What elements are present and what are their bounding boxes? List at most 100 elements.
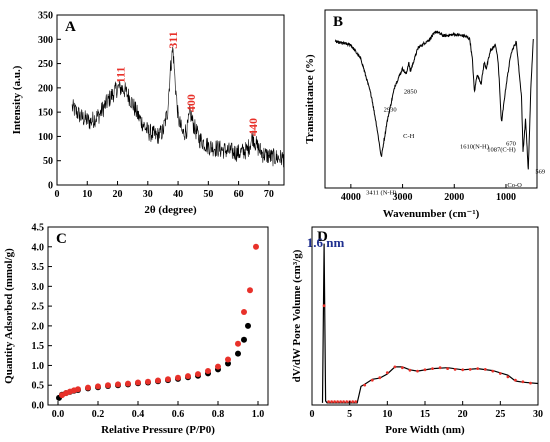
desorption-point [85, 384, 91, 391]
pore-distribution-point [342, 400, 345, 404]
pore-distribution-point [521, 380, 525, 384]
x-tick-label: 2000 [444, 192, 464, 203]
adsorption-point [245, 322, 251, 329]
x-tick-label: 0 [55, 189, 60, 200]
panel-b: 40003000200010000B3411 (N-H)29302850C-H1… [304, 14, 545, 220]
y-tick-label: 3.5 [32, 262, 45, 273]
pore-distribution-point [322, 304, 326, 308]
pore-distribution-point [333, 400, 336, 404]
x-tick-label: 10 [382, 409, 392, 420]
band-annotation: 1610(N-H) [460, 143, 489, 150]
pore-distribution-point [423, 368, 427, 372]
desorption-point [95, 383, 101, 390]
panel-a-axes [56, 14, 285, 186]
pore-distribution-point [345, 400, 349, 404]
y-tick-label: 1.5 [32, 341, 45, 352]
pore-distribution-point [339, 400, 342, 404]
pore-distribution-point [401, 366, 404, 370]
y-tick-label: 50 [43, 156, 53, 167]
desorption-point [145, 378, 151, 385]
desorption-point [105, 382, 111, 389]
x-axis-title: Wavenumber (cm⁻¹) [383, 208, 480, 220]
y-tick-label: 150 [38, 108, 53, 119]
panel-label-d: D [317, 229, 328, 245]
pore-distribution-point [378, 376, 382, 380]
panel-c-axes [47, 226, 269, 406]
pore-distribution-point [468, 368, 472, 371]
y-axis-title: Quantity Adsorbed (mmol/g) [3, 248, 15, 384]
y-tick-label: 2.5 [32, 302, 45, 313]
x-tick-label: 0.8 [212, 409, 225, 420]
desorption-point [165, 376, 171, 383]
band-annotation: 3411 (N-H) [366, 189, 396, 196]
band-annotation: 2850 [404, 89, 417, 96]
x-tick-label: 0.6 [172, 409, 185, 420]
x-tick-label: 4000 [341, 192, 361, 203]
x-tick-label: 3000 [393, 192, 413, 203]
y-tick-label: 3.0 [32, 282, 45, 293]
x-tick-label: 50 [203, 189, 213, 200]
y-tick-label: 250 [38, 59, 53, 70]
pore-distribution-point [491, 369, 495, 373]
desorption-point [241, 309, 247, 315]
desorption-point [175, 374, 181, 381]
band-annotation: 2930 [384, 106, 397, 113]
x-tick-label: 25 [495, 409, 505, 420]
pore-distribution-point [330, 400, 333, 404]
pore-distribution-point [506, 375, 510, 379]
x-tick-label: 40 [173, 189, 183, 200]
x-tick-label: 1.0 [252, 409, 265, 420]
panel-b-axes [324, 9, 538, 189]
pore-distribution-point [370, 378, 374, 382]
adsorption-point [235, 350, 241, 357]
desorption-point [247, 287, 253, 294]
panel-label-b: B [333, 14, 343, 30]
desorption-point [195, 371, 201, 378]
pore-distribution-point [438, 366, 442, 370]
x-tick-label: 30 [533, 409, 543, 420]
y-tick-label: 2.0 [32, 321, 45, 332]
desorption-point [75, 386, 81, 393]
xrd-line [71, 46, 285, 168]
desorption-point [253, 243, 259, 250]
x-tick-label: 20 [458, 409, 468, 420]
pore-distribution-point [453, 368, 457, 371]
pore-distribution-point [354, 400, 358, 404]
pore-distribution-point [336, 400, 339, 404]
pore-distribution-point [385, 371, 389, 375]
y-tick-label: 4.0 [32, 242, 45, 253]
pore-distribution-point [408, 368, 412, 372]
x-tick-label: 20 [113, 189, 123, 200]
band-annotation: C-H [403, 133, 415, 140]
y-axis-title: Intensity (a.u.) [11, 65, 23, 134]
pore-distribution-point [498, 372, 502, 375]
y-tick-label: 200 [38, 83, 53, 94]
desorption-point [215, 363, 221, 370]
desorption-point [205, 368, 211, 374]
peak-label: 400 [184, 94, 198, 112]
desorption-point [125, 380, 131, 387]
peak-label: 311 [166, 31, 180, 48]
pore-distribution-point [393, 365, 397, 369]
pore-distribution-point [461, 368, 465, 372]
pore-distribution-point [363, 383, 367, 387]
x-tick-label: 15 [420, 409, 430, 420]
x-tick-label: 0.2 [92, 409, 105, 420]
panel-a: 0 10 20 30 40 50 60 70 0 50 100 150 200 250 300 350 111 3… [11, 11, 285, 216]
y-axis-title: dV/dW Pore Volume (cm³/g) [291, 249, 303, 382]
desorption-point [135, 379, 141, 386]
x-tick-label: 5 [347, 409, 352, 420]
peak-label: 111 [114, 67, 128, 84]
x-tick-label: 0.0 [52, 409, 65, 420]
pore-distribution-point [351, 400, 355, 404]
pore-distribution-point [446, 367, 449, 370]
band-annotation: 670 [506, 140, 516, 147]
x-tick-label: 60 [234, 189, 244, 200]
pore-distribution-point [483, 368, 487, 371]
x-axis-title: Pore Width (nm) [385, 424, 465, 436]
x-axis-title: 2θ (degree) [144, 204, 197, 216]
panel-d: 0 5 10 15 20 25 30 D1.6 nm Pore Width (nm) dV/dW … [291, 229, 543, 436]
desorption-point [235, 340, 241, 347]
y-tick-label: 300 [38, 35, 53, 46]
